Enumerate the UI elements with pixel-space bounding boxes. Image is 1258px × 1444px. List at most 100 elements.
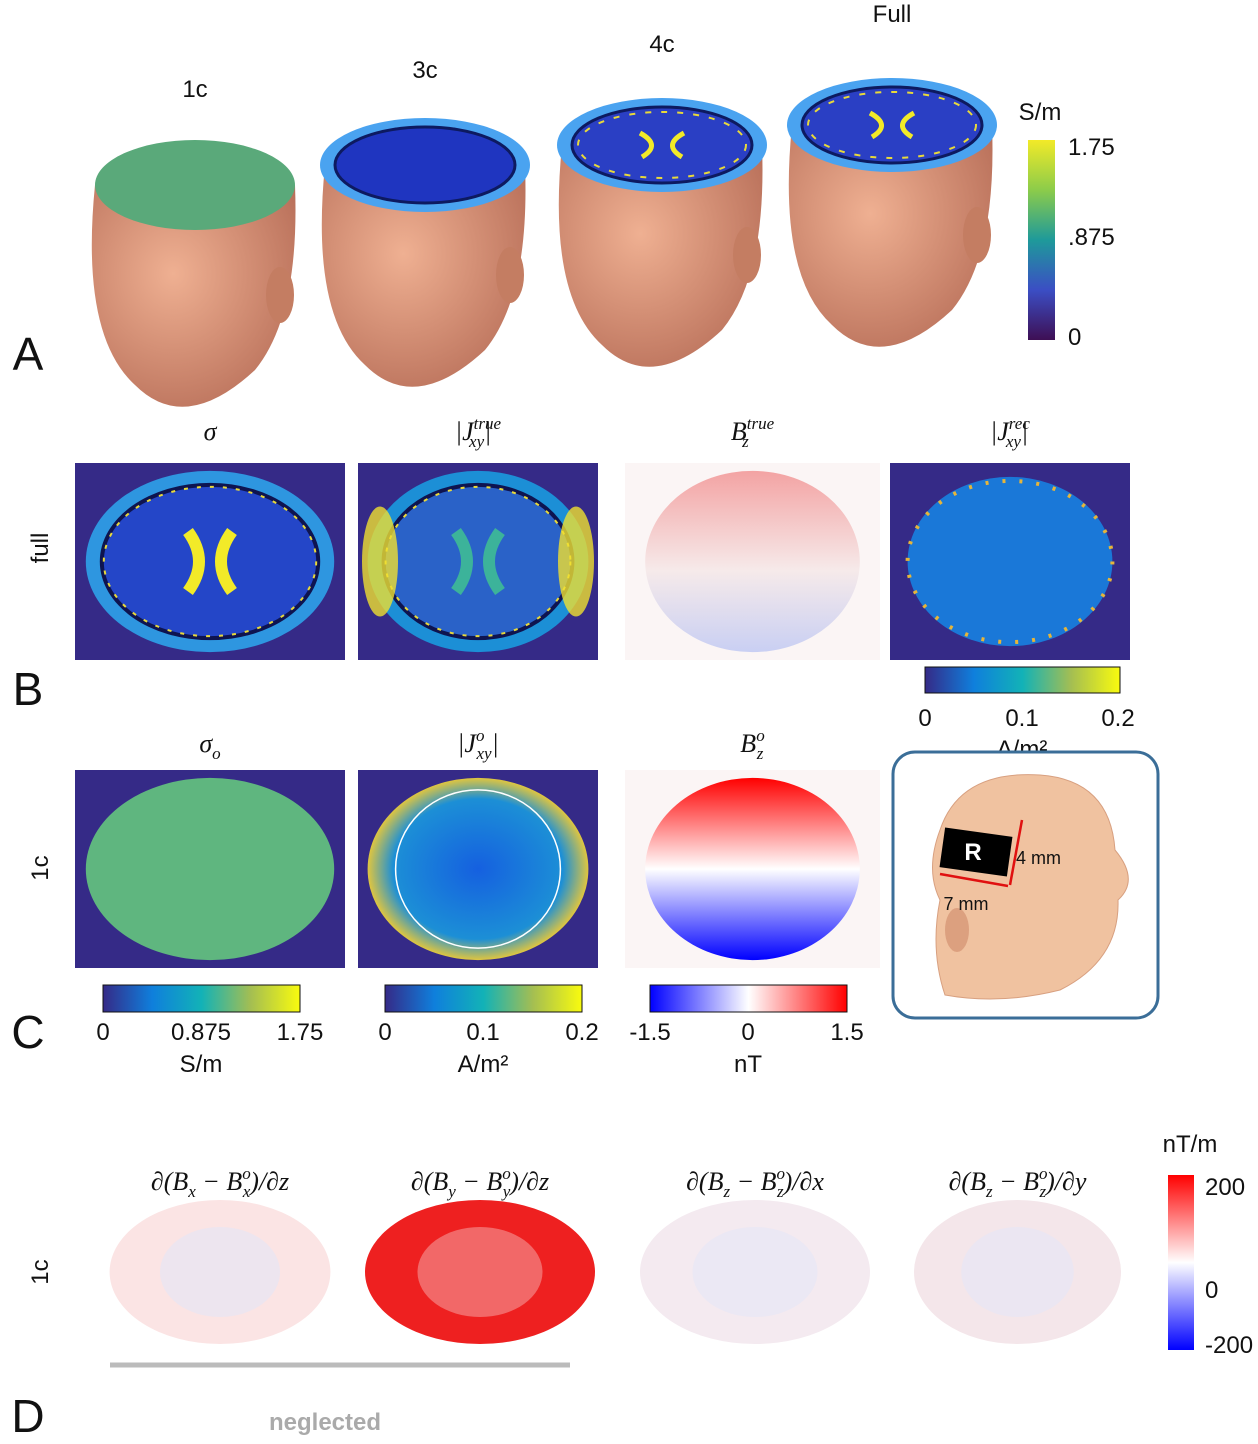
brain	[572, 107, 752, 183]
row-label: 1c	[27, 855, 54, 880]
colorbar-tick: 1.5	[830, 1019, 863, 1046]
panel-title: σo	[199, 729, 220, 763]
brain	[368, 778, 589, 960]
colorbar-tick: 0.1	[1005, 705, 1038, 732]
colorbar-tick: 0	[741, 1019, 754, 1046]
title-part: ∂(B	[151, 1167, 189, 1196]
brain	[386, 487, 571, 636]
colorbar-unit: nT/m	[1163, 1131, 1218, 1158]
colorbar-tick: 1.75	[277, 1019, 324, 1046]
title-part: |	[492, 729, 499, 758]
row-label: 1c	[27, 1259, 54, 1284]
electrode-label: R	[964, 839, 981, 866]
panel-label: A	[13, 328, 44, 380]
panel-title: |Jrecxy|	[990, 414, 1030, 451]
title-part: true	[747, 414, 775, 433]
brain	[104, 487, 316, 636]
dimension-label: 7 mm	[944, 894, 989, 914]
panel-label: D	[11, 1390, 44, 1442]
title-part: − B	[730, 1167, 777, 1196]
ear	[266, 267, 294, 323]
title-part: ∂(B	[411, 1167, 449, 1196]
ear	[963, 207, 991, 263]
colorbar-tick: 0	[1068, 324, 1081, 351]
title-part: z	[741, 432, 749, 451]
colorbar-tick: 0	[1205, 1277, 1218, 1304]
brain	[335, 127, 515, 203]
title-part: z	[756, 744, 764, 763]
field	[645, 778, 860, 960]
gradient-map-inner	[160, 1227, 280, 1317]
colorbar	[385, 985, 582, 1012]
colorbar-tick: 0.875	[171, 1019, 231, 1046]
cut-surface	[95, 140, 295, 230]
colorbar-tick: -200	[1205, 1332, 1253, 1359]
hotspot	[362, 507, 398, 617]
colorbar-tick: .875	[1068, 224, 1115, 251]
title-part: − B	[196, 1167, 243, 1196]
brain	[86, 778, 334, 960]
row-label: full	[27, 533, 54, 564]
colorbar	[1168, 1175, 1194, 1350]
title-part: |	[1021, 417, 1028, 446]
brain	[802, 87, 982, 163]
title-part: σ	[204, 417, 218, 446]
ear	[733, 227, 761, 283]
title-part: xy	[475, 744, 492, 763]
colorbar-unit: S/m	[1019, 99, 1062, 126]
head-label: Full	[873, 1, 912, 28]
title-part: ∂(B	[949, 1167, 987, 1196]
title-part: |J	[457, 729, 477, 758]
ear	[496, 247, 524, 303]
title-part: |	[484, 417, 491, 446]
colorbar-tick: 0	[378, 1019, 391, 1046]
title-part: o	[212, 744, 221, 763]
title-part: y	[446, 1182, 456, 1201]
dimension-label: 4 mm	[1016, 848, 1061, 868]
title-part: y	[501, 1182, 511, 1201]
inset-ear	[945, 908, 969, 952]
title-part: xy	[468, 432, 485, 451]
title-part: − B	[456, 1167, 503, 1196]
title-part: B	[740, 729, 756, 758]
colorbar-tick: 0	[96, 1019, 109, 1046]
title-part: o	[756, 726, 765, 745]
gradient-map-inner	[418, 1227, 543, 1317]
colorbar	[103, 985, 300, 1012]
note: neglected	[269, 1409, 381, 1436]
title-part: )/∂z	[248, 1167, 289, 1196]
colorbar	[925, 667, 1120, 693]
gradient-map-inner	[693, 1227, 818, 1317]
title-part: o	[476, 726, 485, 745]
figure: 1c3c4cFullS/m1.75.8750Aσ|Jtruexy|Btruez|…	[0, 0, 1258, 1444]
head-label: 1c	[182, 76, 207, 103]
title-part: − B	[993, 1167, 1040, 1196]
colorbar-tick: 0.2	[565, 1019, 598, 1046]
head-label: 4c	[649, 31, 674, 58]
title-part: )/∂z	[508, 1167, 549, 1196]
gradient-map-inner	[961, 1227, 1074, 1317]
title-part: )/∂y	[1044, 1167, 1087, 1196]
title-part: )/∂x	[782, 1167, 825, 1196]
colorbar-tick: 200	[1205, 1174, 1245, 1201]
title-part: xy	[1005, 432, 1022, 451]
colorbar-tick: -1.5	[629, 1019, 670, 1046]
colorbar	[650, 985, 847, 1012]
colorbar-unit: S/m	[180, 1051, 223, 1078]
colorbar-tick: 0.2	[1101, 705, 1134, 732]
panel-label: C	[11, 1006, 44, 1058]
title-part: ∂(B	[686, 1167, 724, 1196]
colorbar	[1028, 140, 1055, 340]
panel-label: B	[13, 663, 44, 715]
head-label: 3c	[412, 57, 437, 84]
hotspot	[558, 507, 594, 617]
colorbar-unit: nT	[734, 1051, 762, 1078]
